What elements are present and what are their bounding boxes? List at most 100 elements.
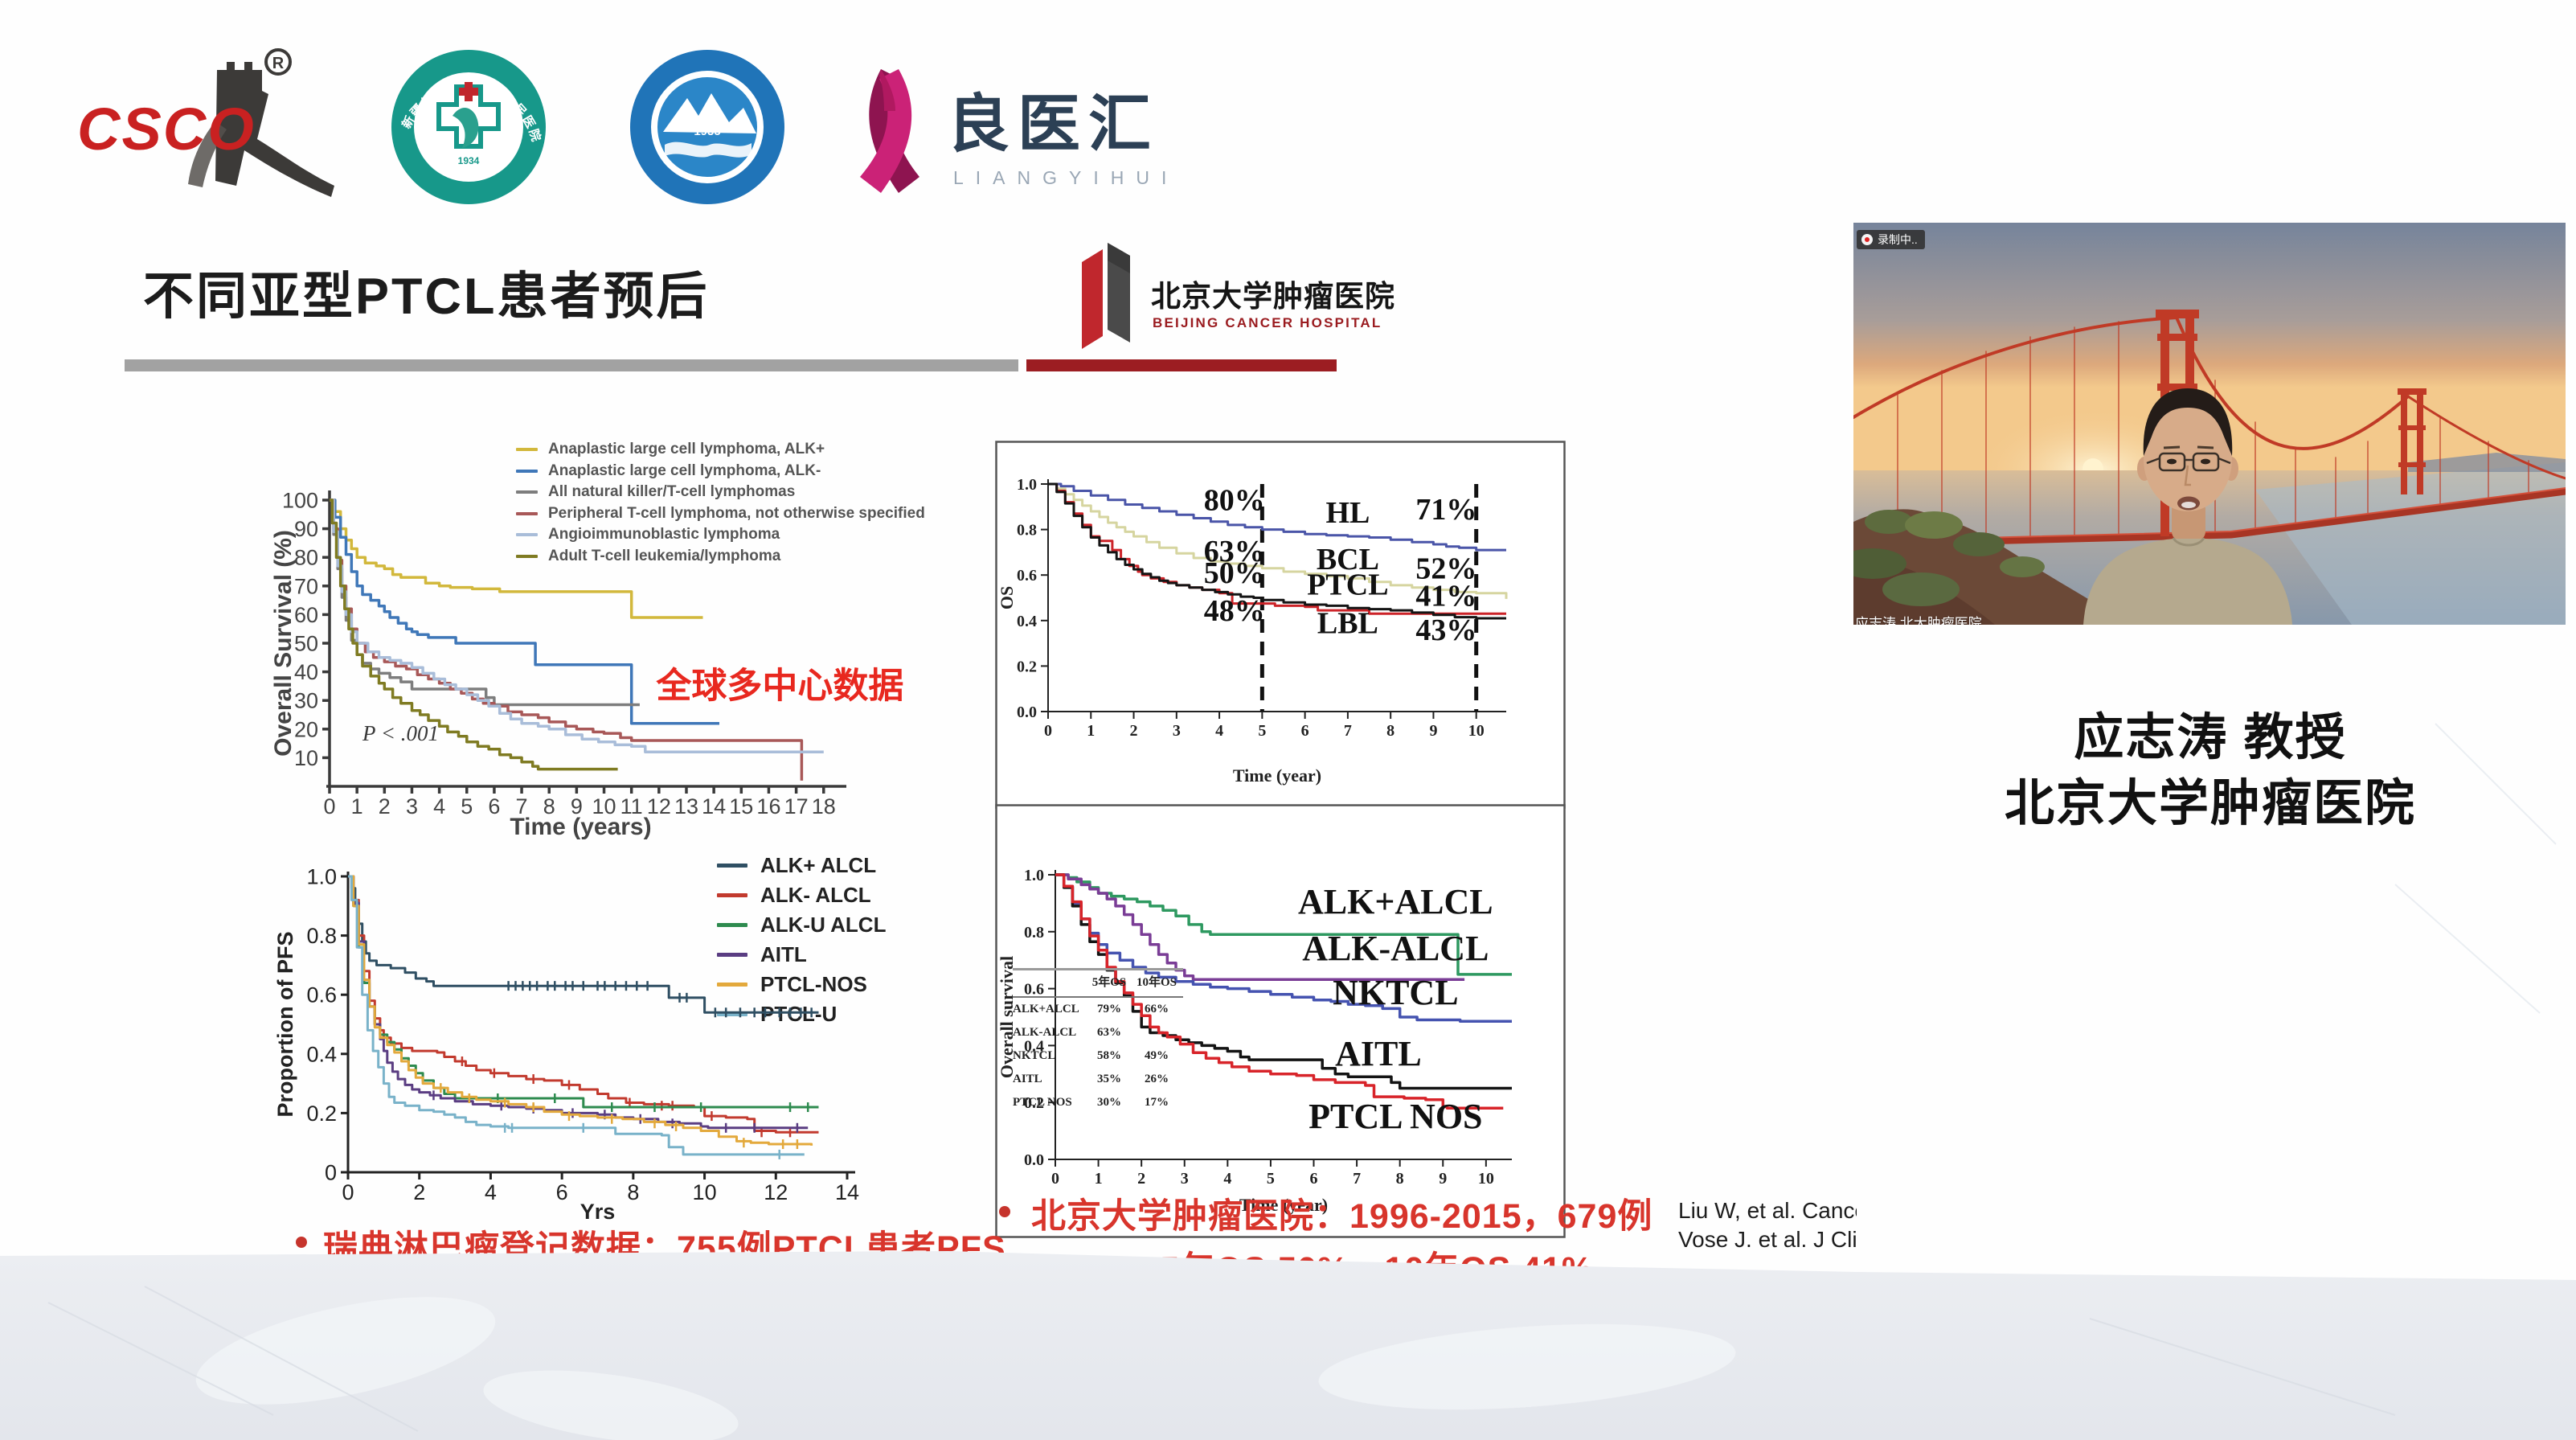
hospital-green-logo: 新疆维吾尔自治区人民医院 1934 (391, 50, 546, 204)
legend-item: AITL (717, 940, 886, 970)
chart-pfs-swedish-legend: ALK+ ALCL ALK- ALCL ALK-U ALCL AITL PTCL-NOS… (717, 851, 886, 1029)
legend-item: PTCL-NOS (717, 970, 886, 999)
speaker-name: 应志涛 教授 (2074, 710, 2347, 765)
liangyihui-wordmark: 良医汇 (947, 88, 1160, 159)
svg-text:11: 11 (620, 794, 643, 818)
svg-text:0.6: 0.6 (306, 983, 337, 1007)
svg-text:0.4: 0.4 (1017, 613, 1037, 630)
legend-swatch (717, 893, 747, 897)
chart-os-global: Anaplastic large cell lymphoma, ALK+ Anap… (265, 418, 964, 852)
svg-text:Yrs: Yrs (580, 1200, 616, 1224)
svg-text:Time (year): Time (year) (1239, 1195, 1328, 1215)
logo-row: R CSCO 新疆维吾尔自治区人民医院 1934 1935 (0, 0, 1286, 217)
svg-text:1: 1 (1095, 1170, 1103, 1188)
svg-text:100: 100 (282, 488, 318, 512)
svg-text:0: 0 (1051, 1170, 1059, 1188)
os-rate-inset-table: 5年OS 10年OS ALK+ALCL 79% 66% ALK-ALCL 63% - NKTCL… (1013, 968, 1183, 1114)
legend-item: Anaplastic large cell lymphoma, ALK+ (516, 439, 925, 461)
svg-text:4: 4 (433, 794, 445, 818)
legend-swatch (717, 1012, 747, 1016)
svg-text:10: 10 (592, 794, 616, 818)
svg-text:50%: 50% (1204, 556, 1265, 590)
svg-text:90: 90 (294, 517, 318, 541)
svg-text:10: 10 (294, 746, 318, 770)
svg-text:9: 9 (571, 794, 583, 818)
svg-text:10: 10 (1478, 1170, 1494, 1188)
svg-text:4: 4 (1223, 1170, 1231, 1188)
svg-text:14: 14 (702, 794, 726, 818)
svg-text:OS: OS (997, 586, 1017, 609)
svg-text:70: 70 (294, 574, 318, 598)
svg-text:2: 2 (1130, 722, 1138, 740)
beijing-cancer-hospital-icon (1082, 243, 1130, 349)
svg-text:全球多中心数据: 全球多中心数据 (655, 666, 903, 706)
svg-text:BCL: BCL (1317, 543, 1379, 576)
svg-text:0.0: 0.0 (1017, 704, 1037, 721)
svg-text:16: 16 (756, 794, 780, 818)
svg-text:5: 5 (461, 794, 473, 818)
title-underline-red (1026, 359, 1337, 371)
svg-text:7: 7 (1344, 722, 1352, 740)
svg-text:0.4: 0.4 (1024, 1037, 1044, 1055)
legend-swatch (516, 554, 538, 558)
inset-col-header (1013, 971, 1087, 995)
svg-text:4: 4 (485, 1180, 497, 1204)
svg-text:1.0: 1.0 (1017, 476, 1037, 494)
legend-swatch (516, 448, 538, 452)
inset-cell: 63% (1097, 1026, 1121, 1039)
svg-text:0.2: 0.2 (1024, 1094, 1044, 1112)
svg-text:43%: 43% (1415, 613, 1476, 647)
svg-text:3: 3 (1181, 1170, 1189, 1188)
svg-text:HL: HL (1325, 496, 1370, 530)
inset-cell: NKTCL (1013, 1049, 1056, 1062)
svg-text:0.8: 0.8 (1017, 522, 1037, 539)
inset-cell: 26% (1145, 1073, 1169, 1085)
speaker-video-feed[interactable]: 录制中.. 应志涛 北大肿瘤医院 (1853, 223, 2566, 625)
svg-text:7: 7 (1353, 1170, 1361, 1188)
inset-cell: ALK-ALCL (1013, 1026, 1077, 1039)
legend-label: Adult T-cell leukemia/lymphoma (548, 547, 781, 564)
inset-cell: 49% (1145, 1049, 1169, 1062)
legend-item: Angioimmunoblastic lymphoma (516, 524, 925, 546)
svg-text:8: 8 (627, 1180, 639, 1204)
inset-cell: - (1154, 1026, 1159, 1039)
legend-label: Angioimmunoblastic lymphoma (548, 526, 780, 544)
chart-os-beijing: 0.0 0.2 0.4 0.6 0.8 1.0 0 1 2 3 4 5 6 7 8 9 10 Time (year… (995, 804, 1566, 1238)
inset-col-header: 5年OS (1091, 976, 1127, 989)
hospital-blue-year: 1935 (694, 125, 720, 138)
title-underline-gray (125, 359, 1018, 371)
svg-text:80%: 80% (1204, 484, 1265, 518)
inset-cell: AITL (1013, 1073, 1042, 1085)
svg-text:6: 6 (1301, 722, 1309, 740)
legend-item: ALK- ALCL (717, 880, 886, 910)
svg-text:10: 10 (1468, 722, 1485, 740)
recording-icon (1861, 234, 1873, 245)
presenter (2083, 388, 2292, 625)
inset-row: PTCL NOS 30% 17% (1013, 1091, 1183, 1114)
recording-badge: 录制中.. (1857, 230, 1925, 249)
inset-row: ALK-ALCL 63% - (1013, 1021, 1183, 1044)
chart-canvas-pfs-swedish: 0 0.2 0.4 0.6 0.8 1.0 0 2 4 6 8 10 12 14 Yrs Proportion… (273, 864, 859, 1224)
legend-label: Anaplastic large cell lymphoma, ALK- (548, 462, 821, 479)
svg-text:ALK+ALCL: ALK+ALCL (1298, 882, 1493, 921)
legend-swatch (717, 953, 747, 957)
chart-canvas-os-subtype-intl: 0.0 0.2 0.4 0.6 0.8 1.0 0 1 2 3 4 5 6 7 8 9 10 Time (year… (995, 441, 1566, 809)
csco-logo: CSCO (77, 96, 256, 162)
svg-text:2: 2 (379, 794, 391, 818)
svg-text:63%: 63% (1204, 535, 1265, 568)
svg-text:15: 15 (729, 794, 753, 818)
svg-text:0.6: 0.6 (1024, 981, 1044, 999)
svg-text:ALK-ALCL: ALK-ALCL (1302, 929, 1489, 968)
svg-text:0.4: 0.4 (306, 1042, 337, 1066)
hospital-green-year: 1934 (458, 155, 480, 166)
svg-text:9: 9 (1439, 1170, 1447, 1188)
legend-label: Peripheral T-cell lymphoma, not otherwis… (548, 504, 925, 522)
chart-canvas-os-beijing: 0.0 0.2 0.4 0.6 0.8 1.0 0 1 2 3 4 5 6 7 8 9 10 Time (year… (995, 804, 1566, 1238)
legend-item: Peripheral T-cell lymphoma, not otherwis… (516, 503, 925, 525)
inset-row: NKTCL 58% 49% (1013, 1044, 1183, 1068)
legend-label: Anaplastic large cell lymphoma, ALK+ (548, 441, 825, 458)
recording-label: 录制中.. (1878, 233, 1918, 246)
svg-text:17: 17 (784, 794, 809, 818)
